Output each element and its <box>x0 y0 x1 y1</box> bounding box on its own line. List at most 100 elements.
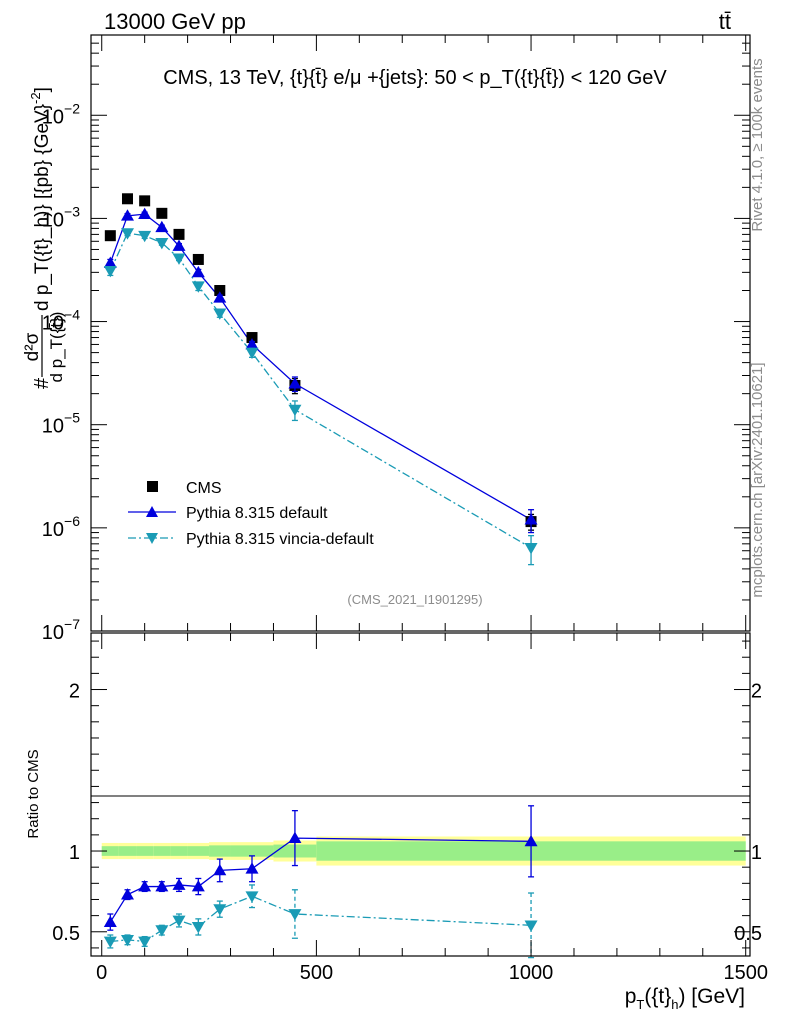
ratio-band-green <box>209 845 231 857</box>
main-point-1 <box>191 265 205 278</box>
legend-marker-vincia <box>146 533 158 544</box>
ratio-ticks <box>91 633 750 956</box>
ratio-band-green <box>170 846 188 856</box>
ratio-ytick-label-left: 2 <box>69 681 80 703</box>
ratio-ylabel: Ratio to CMS <box>25 749 42 838</box>
ratio-point-1 <box>120 934 134 947</box>
legend-label-vincia: Pythia 8.315 vincia-default <box>186 531 374 548</box>
main-point-cms <box>121 193 133 205</box>
legend-label-default: Pythia 8.315 default <box>186 505 328 522</box>
ylabel-hash: # <box>31 377 53 389</box>
ratio-band-green <box>118 846 137 856</box>
main-point-1 <box>213 291 227 303</box>
main-ytick-label: 10−6 <box>42 513 80 541</box>
main-frame <box>90 34 751 632</box>
main-ytick-label: 10−3 <box>42 203 80 231</box>
main-ytick-label-exp: −6 <box>64 513 80 529</box>
ratio-band-green <box>101 846 119 856</box>
ratio-ytick-label-right: 1 <box>751 842 762 864</box>
ylabel-den: d p_T({t̄}) <box>47 312 66 383</box>
main-title-text: CMS, 13 TeV, {t}{t̄} e/μ +{jets}: 50 < p… <box>163 67 667 89</box>
ratio-point-0 <box>120 888 134 900</box>
analysis-id: (CMS_2021_I1901295) <box>347 592 482 607</box>
main-point-1 <box>524 513 538 525</box>
main-ytick-label-exp: −4 <box>64 307 80 323</box>
xlabel-p: p <box>625 985 637 1008</box>
xtick-label: 500 <box>300 962 333 984</box>
main-ytick-label-exp: −2 <box>64 100 80 116</box>
legend-marker-cms <box>147 481 158 492</box>
ratio-point-0 <box>191 880 205 892</box>
main-ytick-label-exp: −7 <box>64 616 80 632</box>
main-title: CMS, 13 TeV, {t}{t̄} e/μ +{jets}: 50 < p… <box>163 67 667 89</box>
ratio-point-1 <box>138 936 152 948</box>
ratio-point-0 <box>155 880 169 892</box>
ylabel-mid: d p_T({t}_h)} [{pb} {GeV} <box>32 104 53 311</box>
main-ytick-label: 10−2 <box>42 100 80 128</box>
ratio-series <box>103 805 538 959</box>
ratio-tick-labels: 0.5 0.5 1 1 2 2 0 500 1000 1500 <box>52 681 768 984</box>
ratio-point-1 <box>103 936 117 948</box>
ratio-point-0 <box>245 862 259 874</box>
ylabel-rest: d p_T({t}_h)} [{pb} {GeV}-2] <box>28 87 53 311</box>
xtick-label: 0 <box>96 962 107 984</box>
ratio-band-green <box>230 845 274 857</box>
main-point-2 <box>213 308 227 320</box>
main-point-2 <box>155 237 169 250</box>
main-point-cms <box>192 253 204 265</box>
xlabel-h: h <box>671 997 678 1012</box>
main-point-cms <box>214 285 226 297</box>
main-ylabel: # d²σ d p_T({t̄}) d p_T({t}_h)} [{pb} {G… <box>22 87 66 389</box>
main-point-cms <box>139 195 151 207</box>
ratio-point-1 <box>524 920 538 932</box>
main-point-2 <box>172 253 186 265</box>
main-line-2 <box>109 232 532 549</box>
ratio-point-1 <box>191 922 205 934</box>
energy-label: 13000 GeV pp <box>104 9 246 34</box>
main-line-1 <box>109 213 532 521</box>
main-ytick-label-base: 10 <box>42 519 64 541</box>
ylabel-exp: -2 <box>28 92 43 104</box>
main-point-2 <box>120 228 134 240</box>
ratio-panel: 0.5 0.5 1 1 2 2 0 500 1000 1500 Ratio to CMS pT({… <box>25 632 768 1012</box>
main-point-2 <box>103 266 117 278</box>
ratio-ytick-label-left: 0.5 <box>52 923 80 945</box>
legend-marker-default <box>146 506 158 517</box>
process-label: tt̄ <box>719 9 731 34</box>
xlabel: pT({t}h) [GeV] <box>625 985 745 1012</box>
ratio-point-1 <box>213 904 227 916</box>
main-point-1 <box>288 377 302 389</box>
ratio-point-1 <box>245 891 259 903</box>
main-point-1 <box>138 207 152 220</box>
ratio-ytick-label-right: 0.5 <box>734 923 762 945</box>
main-point-cms <box>156 207 168 219</box>
main-point-2 <box>288 404 302 417</box>
ratio-point-0 <box>138 880 152 892</box>
main-point-cms <box>104 230 116 242</box>
main-ytick-label-base: 10 <box>42 622 64 644</box>
ratio-point-0 <box>213 863 227 876</box>
xlabel-mid: ({t} <box>644 985 671 1008</box>
ratio-point-1 <box>172 915 186 927</box>
legend-label-cms: CMS <box>186 480 222 497</box>
xlabel-T: T <box>636 997 644 1012</box>
main-ytick-label: 10−7 <box>42 616 80 644</box>
main-ytick-label: 10−5 <box>42 410 80 438</box>
main-point-2 <box>524 542 538 555</box>
main-ytick-label-base: 10 <box>42 209 64 231</box>
ratio-point-0 <box>524 834 538 847</box>
ratio-line-1 <box>110 895 532 943</box>
ratio-band-green <box>153 846 171 856</box>
legend: CMS Pythia 8.315 default Pythia 8.315 vi… <box>128 480 374 548</box>
main-ytick-labels: 10−710−610−510−410−310−2 <box>42 100 80 644</box>
main-point-2 <box>245 347 259 360</box>
main-series <box>103 193 538 566</box>
main-point-1 <box>120 209 134 221</box>
ratio-band-green <box>187 846 210 856</box>
xtick-label: 1000 <box>509 962 554 984</box>
main-ticks <box>91 34 750 632</box>
main-ytick-label: 10−4 <box>42 307 80 335</box>
ylabel-num: d²σ <box>22 332 43 361</box>
main-point-1 <box>172 239 186 251</box>
